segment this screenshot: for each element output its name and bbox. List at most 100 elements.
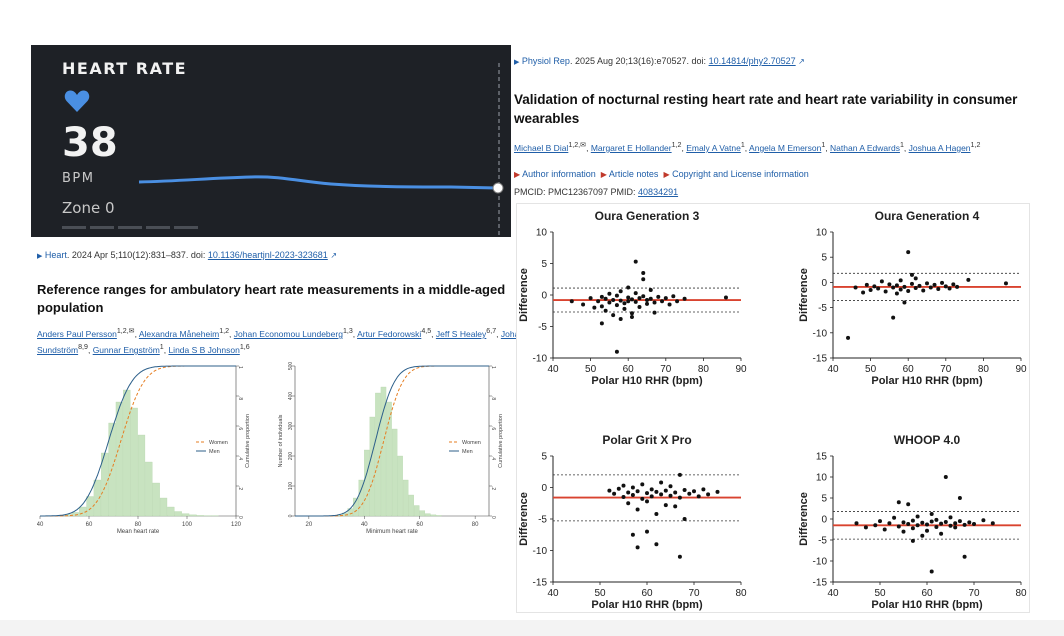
y-tick-label: -15: [813, 354, 828, 365]
x-tick-label: 40: [827, 364, 839, 375]
scatter-point: [883, 289, 888, 294]
panel-title: Polar Grit X Pro: [602, 433, 691, 447]
histogram-bar: [419, 510, 426, 517]
y2-tick-label: .4: [237, 456, 243, 460]
author-link[interactable]: Alexandra Måneheim: [138, 328, 220, 339]
zone-label: Zone 0: [62, 199, 115, 217]
histogram-bar: [358, 479, 365, 517]
author-link[interactable]: Michael B Dial: [514, 142, 569, 153]
scatter-point: [864, 282, 869, 287]
scatter-point: [894, 283, 899, 288]
x-axis-label: Polar H10 RHR (bpm): [591, 599, 703, 611]
author-link[interactable]: Johan Economou Lundeberg: [233, 328, 343, 339]
scatter-point: [947, 286, 952, 291]
scatter-point: [635, 545, 640, 550]
y2-tick-label: .4: [490, 456, 496, 460]
scatter-point: [909, 272, 914, 277]
scatter-point: [962, 522, 967, 527]
left-authors-line2: Sundström8,9, Gunnar Engström1, Linda S …: [37, 343, 250, 355]
author-link[interactable]: Linda S B Johnson: [168, 344, 240, 355]
external-link-icon[interactable]: ↗: [330, 251, 338, 260]
scatter-point: [637, 304, 642, 309]
histogram-panel: 20 40 60 80 Minimum heart rate 0 .2 .4 .6 .8 1 Cumu…: [278, 362, 504, 535]
copyright-link[interactable]: Copyright and License information: [672, 169, 809, 179]
scatter-point: [645, 298, 649, 303]
author-link[interactable]: Artur Fedorowski: [357, 328, 422, 339]
y2-tick-label: .2: [237, 486, 243, 490]
x-axis-label: Polar H10 RHR (bpm): [591, 375, 703, 387]
scatter-point: [872, 284, 877, 289]
scatter-point: [614, 303, 619, 308]
scatter-point: [640, 482, 645, 487]
scatter-point: [915, 514, 920, 519]
scatter-point: [607, 488, 612, 493]
y2-tick-label: .8: [237, 396, 243, 400]
histogram-panel: 40 60 80 100 120 Mean heart rate 0 .2 .4 .6 .8 1 Cum…: [37, 365, 251, 535]
histogram-bar: [71, 512, 79, 517]
scatter-point: [673, 490, 678, 495]
right-journal-link[interactable]: Physiol Rep: [521, 56, 570, 66]
author-link[interactable]: Anders Paul Persson: [37, 328, 117, 339]
pmid-link[interactable]: 40834291: [638, 187, 679, 197]
scatter-point: [887, 282, 892, 287]
x-tick-label: 40: [547, 588, 559, 599]
scatter-point: [910, 526, 915, 531]
expand-arrow-icon: ▶: [663, 170, 670, 179]
y-tick-label: 100: [288, 482, 294, 491]
scatter-point: [948, 515, 953, 520]
scatter-point: [645, 499, 649, 504]
left-journal-link[interactable]: Heart: [44, 250, 67, 260]
scatter-point: [633, 259, 638, 264]
scatter-point: [891, 315, 896, 320]
author-link[interactable]: Emaly A Vatne: [686, 142, 741, 153]
scatter-point: [939, 521, 944, 526]
scatter-point: [663, 488, 668, 493]
x-tick-label: 100: [182, 522, 193, 528]
histogram-bar: [174, 511, 182, 517]
y2-tick-label: 1: [237, 366, 243, 369]
histogram-bar: [152, 482, 160, 517]
scatter-point: [618, 298, 623, 303]
scatter-point: [640, 496, 645, 501]
y-tick-label: 300: [288, 422, 294, 431]
legend-label: Men: [462, 449, 473, 455]
scatter-point: [882, 527, 887, 532]
cumulative-line-men: [295, 365, 489, 517]
scatter-point: [891, 285, 896, 290]
right-doi-link[interactable]: 10.14814/phy2.70527: [708, 56, 796, 66]
author-link[interactable]: Joshua A Hagen: [908, 142, 971, 153]
external-link-icon[interactable]: ↗: [798, 57, 805, 66]
scatter-point: [917, 283, 922, 288]
y-tick-label: 5: [541, 452, 547, 463]
scatter-point: [696, 494, 701, 499]
scatter-point: [569, 299, 574, 304]
right-article-title: Validation of nocturnal resting heart ra…: [514, 92, 1018, 126]
article-notes-link[interactable]: Article notes: [608, 169, 659, 179]
scatter-point: [660, 299, 665, 304]
scatter-point: [854, 521, 859, 526]
y-axis-label: Number of individuals: [278, 414, 284, 467]
author-link[interactable]: Margaret E Hollander: [590, 142, 672, 153]
author-link[interactable]: Angela M Emerson: [749, 142, 822, 153]
author-link[interactable]: Johan: [500, 328, 525, 339]
scatter-point: [599, 321, 604, 326]
scatter-point: [936, 286, 941, 291]
y2-axis-label: Cumulative proportion: [245, 414, 251, 468]
author-information-link[interactable]: Author information: [522, 169, 596, 179]
scatter-point: [896, 524, 901, 529]
histogram-bar: [414, 505, 420, 517]
author-link[interactable]: Gunnar Engström: [92, 344, 160, 355]
scatter-point: [902, 300, 907, 305]
x-tick-label: 40: [827, 588, 839, 599]
author-link[interactable]: Jeff S Healey: [435, 328, 487, 339]
author-link[interactable]: Sundström: [37, 344, 79, 355]
y2-tick-label: .8: [490, 396, 496, 400]
author-link[interactable]: Nathan A Edwards: [830, 142, 900, 153]
heart-icon: [64, 89, 90, 118]
scatter-point: [668, 493, 673, 498]
x-tick-label: 60: [641, 588, 653, 599]
scatter-point: [962, 554, 967, 559]
scatter-point: [913, 285, 918, 290]
left-doi-link[interactable]: 10.1136/heartjnl-2023-323681: [207, 250, 328, 260]
scatter-point: [635, 489, 640, 494]
